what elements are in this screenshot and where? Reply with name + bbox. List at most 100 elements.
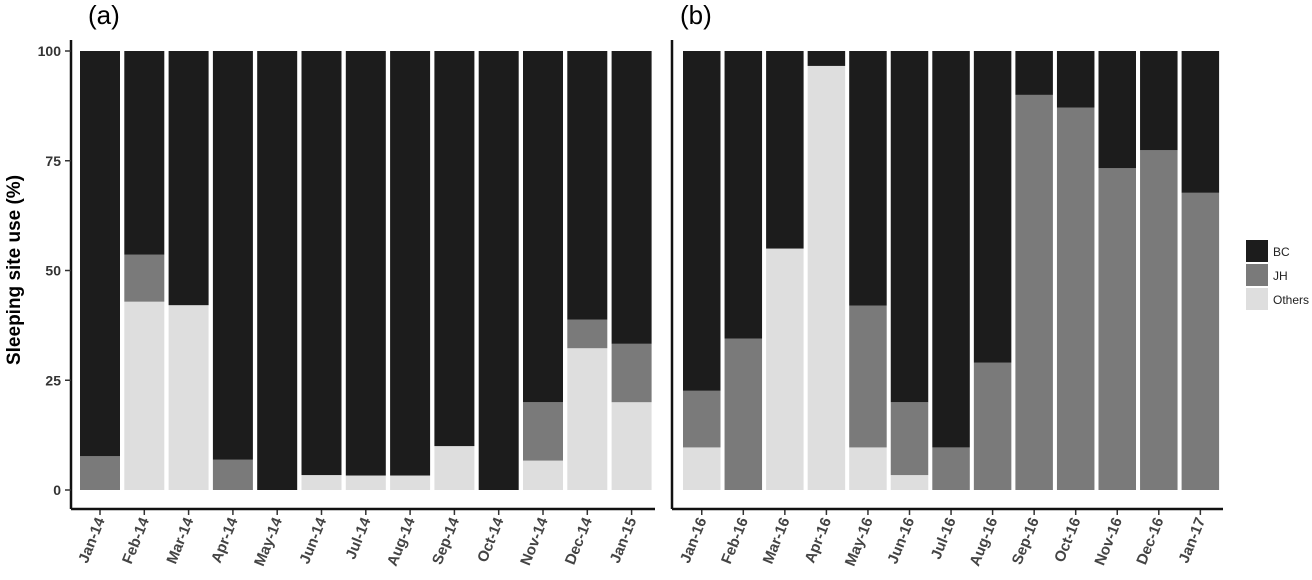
x-tick-label: Dec-14 [562, 515, 596, 568]
bar-segment-jh [890, 402, 929, 476]
bar-segment-bc [345, 51, 386, 476]
x-tick-label: Nov-14 [517, 515, 552, 568]
y-tick-label: 50 [45, 263, 61, 279]
bar-segment-bc [683, 51, 721, 391]
x-tick-label: Apr-14 [208, 515, 242, 566]
y-tick-label: 25 [45, 372, 61, 388]
bar-segment-jh [1098, 168, 1136, 490]
bar-segment-bc [1098, 51, 1136, 169]
panel-label: (a) [88, 0, 120, 30]
bar-segment-bc [390, 51, 431, 476]
bar-segment-bc [523, 51, 563, 403]
x-tick-label: Jun-14 [296, 515, 330, 567]
x-tick-label: Jan-17 [1175, 515, 1209, 565]
bar-segment-bc [124, 51, 165, 255]
bar-segment-others [124, 301, 165, 490]
bar-segment-others [345, 475, 386, 490]
bar-segment-bc [80, 51, 120, 457]
x-tick-label: Jan-16 [677, 515, 711, 565]
bar-segment-others [523, 460, 563, 490]
bar-segment-jh [124, 254, 165, 302]
legend: BC JH Others [1246, 240, 1309, 310]
bar-segment-bc [478, 51, 519, 490]
x-tick-label: Dec-16 [1133, 515, 1167, 567]
bar-segment-jh [80, 456, 120, 490]
y-tick-label: 0 [53, 482, 61, 498]
bar-segment-bc [1181, 51, 1220, 193]
bar-segment-bc [766, 51, 804, 249]
bar-segment-jh [212, 459, 253, 490]
x-tick-label: Aug-16 [967, 515, 1002, 569]
x-tick-label: Apr-16 [802, 515, 836, 565]
legend-label-bc: BC [1273, 245, 1290, 259]
bar-segment-bc [807, 51, 846, 66]
bar-segment-bc [434, 51, 475, 447]
bar-segment-bc [168, 51, 209, 306]
bar-segment-bc [257, 51, 298, 490]
legend-swatch-others [1246, 288, 1268, 310]
x-tick-label: May-14 [251, 515, 286, 569]
bar-segment-others [683, 447, 721, 490]
bar-segment-bc [567, 51, 608, 320]
x-tick-label: Feb-14 [119, 515, 153, 567]
bar-segment-others [390, 475, 431, 490]
y-axis-label: Sleeping site use (%) [4, 175, 25, 365]
bar-segment-others [168, 305, 209, 490]
bar-segment-jh [1140, 150, 1178, 490]
panel-a: (a) Jan-14 Feb-14 Mar-14 Apr-14 May-14 Jun-14 J… [38, 0, 655, 569]
panel-b: (b) Jan-16 Feb-16 Mar-16 Apr-16 May-16 Jun-16 J… [670, 0, 1223, 569]
x-tick-label: May-16 [842, 515, 877, 569]
bar-segment-bc [301, 51, 342, 476]
bar-segment-others [434, 446, 475, 490]
bar-segment-jh [523, 402, 563, 461]
bar-segment-others [807, 65, 846, 491]
bar-segment-bc [932, 51, 970, 448]
bar-segment-others [611, 402, 652, 490]
bar-segment-jh [932, 447, 970, 490]
x-tick-label: Nov-16 [1091, 515, 1126, 568]
bar-segment-jh [1015, 94, 1053, 491]
x-tick-label: Jun-16 [884, 515, 918, 566]
bar-segment-bc [1140, 51, 1178, 151]
bar-segment-jh [1056, 107, 1095, 490]
x-tick-label: Oct-16 [1051, 515, 1084, 565]
bar-segment-jh [611, 343, 652, 403]
y-tick-label: 100 [38, 43, 62, 59]
legend-swatch-jh [1246, 264, 1268, 286]
bar-segment-bc [1015, 51, 1053, 95]
x-tick-label: Oct-14 [474, 515, 507, 565]
bar-segment-bc [890, 51, 929, 403]
x-tick-label: Mar-16 [760, 515, 794, 566]
bar-segment-jh [724, 338, 763, 490]
x-tick-label: Jul-14 [343, 515, 375, 562]
bar-segment-bc [849, 51, 887, 306]
legend-swatch-bc [1246, 240, 1268, 262]
x-tick-label: Mar-14 [163, 515, 197, 567]
legend-label-jh: JH [1273, 269, 1288, 283]
panel-label: (b) [680, 0, 712, 30]
bar-segment-others [301, 475, 342, 490]
x-tick-label: Feb-16 [718, 515, 752, 566]
bar-segment-others [567, 348, 608, 490]
x-tick-label: Jul-16 [928, 515, 960, 562]
bar-segment-jh [683, 390, 721, 448]
bar-segment-bc [611, 51, 652, 344]
chart-panels: (a) Jan-14 Feb-14 Mar-14 Apr-14 May-14 Jun-14 J… [38, 0, 1223, 569]
x-tick-label: Aug-14 [384, 515, 419, 569]
legend-label-others: Others [1273, 293, 1309, 307]
bar-segment-bc [212, 51, 253, 460]
bar-segment-bc [973, 51, 1012, 363]
bar-segment-bc [724, 51, 763, 339]
x-tick-label: Jan-15 [607, 515, 641, 565]
bar-segment-others [849, 447, 887, 490]
y-tick-label: 75 [45, 153, 61, 169]
x-tick-label: Sep-14 [429, 515, 463, 568]
bar-segment-jh [849, 305, 887, 448]
bar-segment-jh [567, 319, 608, 349]
bar-segment-jh [973, 362, 1012, 490]
x-tick-label: Sep-16 [1009, 515, 1043, 567]
bar-segment-others [890, 475, 929, 490]
bar-segment-bc [1056, 51, 1095, 108]
bar-segment-jh [1181, 192, 1220, 491]
